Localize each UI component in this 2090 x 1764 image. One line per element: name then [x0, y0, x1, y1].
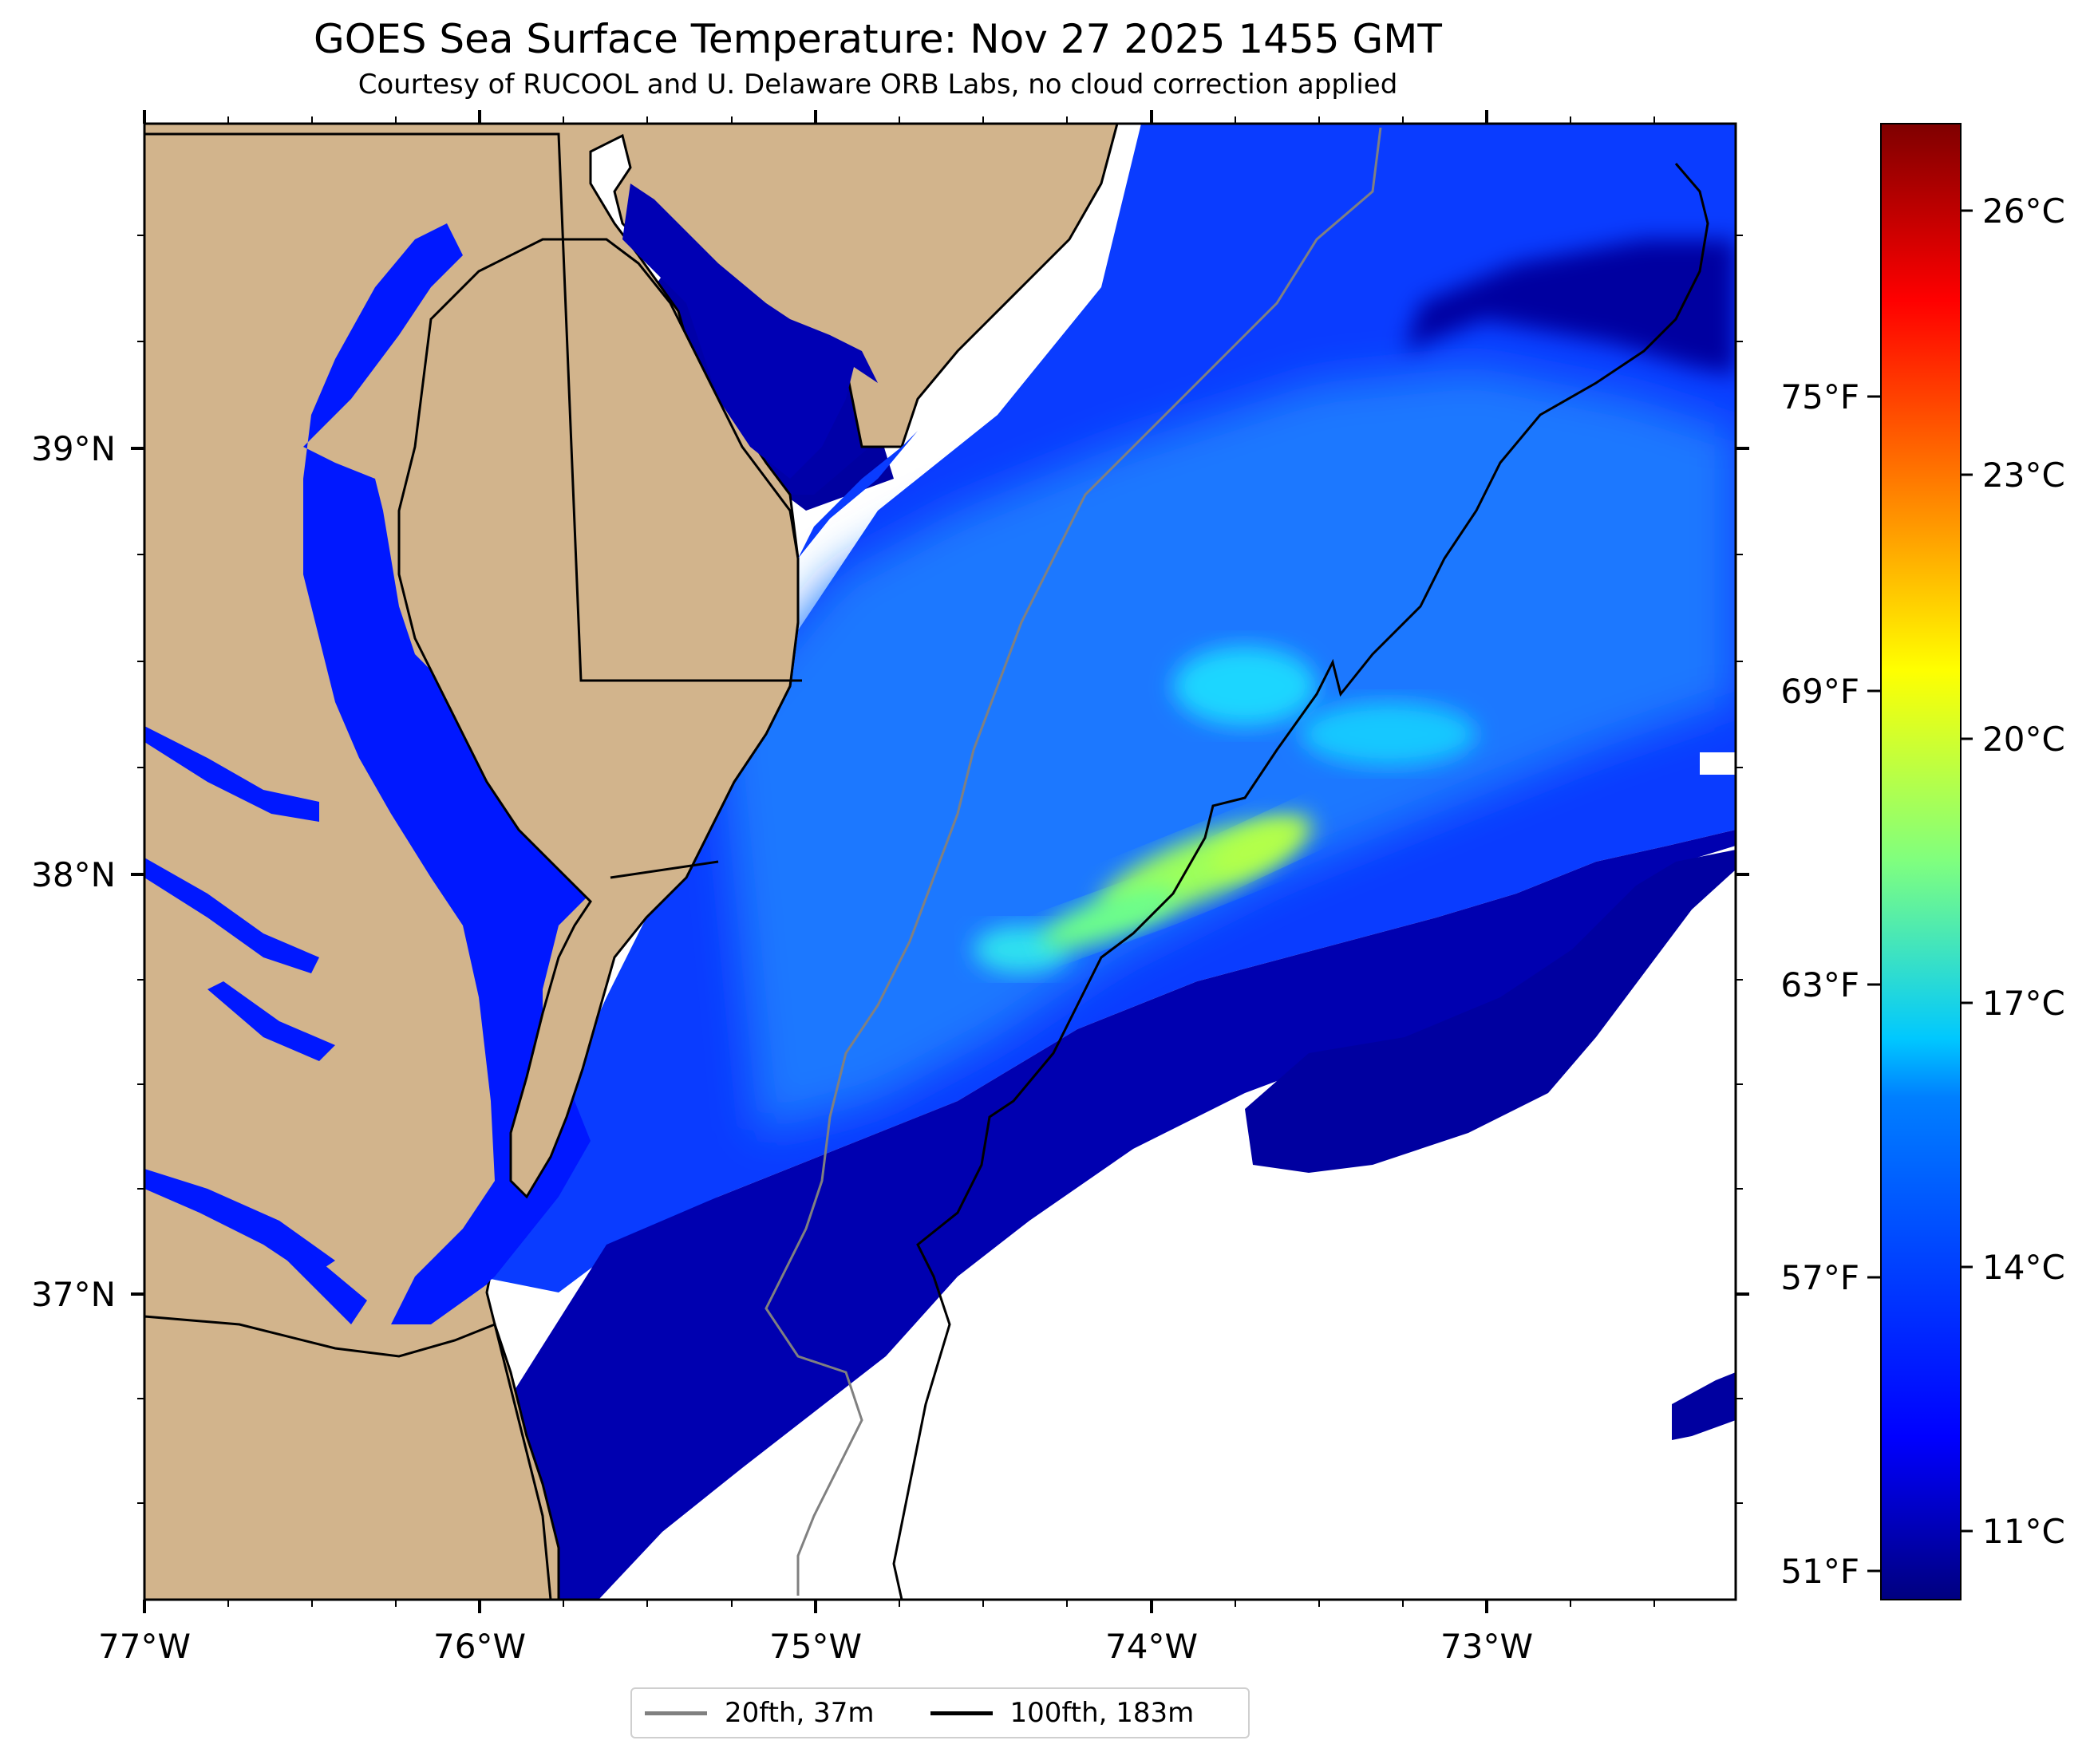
legend-item-100fth: 100fth, 183m [930, 1697, 1195, 1729]
colorbar-tick-label: 14°C [1982, 1248, 2065, 1287]
sst-offshore-cold-band [1245, 850, 1736, 1173]
sst-mid-shelf [718, 367, 1736, 1133]
x-tick-label: 75°W [769, 1627, 862, 1666]
x-tick-label: 77°W [98, 1627, 191, 1666]
x-minor-ticks [227, 116, 1655, 1607]
map-frame [143, 122, 1737, 1601]
delmarva-peninsula [397, 238, 800, 1199]
y-tick-label: 39°N [31, 429, 116, 468]
legend: 20fth, 37m 100fth, 183m [630, 1687, 1250, 1738]
sst-warm-filament [1209, 815, 1313, 876]
state-boundary [610, 860, 719, 879]
tributary [144, 726, 319, 822]
colorbar-tick-label: 17°C [1982, 984, 2065, 1023]
colorbar-tick-label: 26°C [1982, 191, 2065, 231]
delaware-bay-water [622, 184, 878, 479]
chart-subtitle: Courtesy of RUCOOL and U. Delaware ORB L… [358, 69, 1398, 101]
x-tick-label: 74°W [1105, 1627, 1198, 1666]
sst-warm-filament [1041, 886, 1178, 949]
isobath-100fth [892, 163, 1709, 1600]
y-tick-label: 37°N [31, 1275, 116, 1314]
legend-item-20fth: 20fth, 37m [645, 1697, 875, 1729]
colorbar [1880, 123, 1962, 1600]
legend-line-black [930, 1711, 993, 1715]
tributary [271, 1229, 367, 1324]
sst-cyan-patch [1173, 646, 1317, 726]
fahrenheit-tick-label: 57°F [1780, 1258, 1859, 1297]
tributary [144, 858, 319, 973]
sst-cyan-patch [1301, 702, 1476, 766]
fahrenheit-axis: 75°F 69°F 63°F 57°F 51°F [1780, 124, 1882, 1600]
y-tick-label: 38°N [31, 855, 116, 894]
delmarva-coast-water [798, 431, 918, 558]
land-south [144, 1315, 552, 1600]
colorbar-tick-label: 11°C [1982, 1512, 2065, 1551]
sst-white-gap [1700, 752, 1736, 775]
colorbar-tick-label: 20°C [1982, 720, 2065, 759]
legend-label: 20fth, 37m [725, 1697, 875, 1729]
map-field [144, 124, 1736, 1600]
chesapeake-bay-water [303, 223, 591, 1324]
legend-line-gray [645, 1711, 707, 1715]
y-ticks [131, 447, 1749, 1296]
colorbar-tick-label: 23°C [1982, 456, 2065, 495]
state-boundary [144, 132, 802, 682]
tributary [207, 981, 335, 1061]
fahrenheit-tick-label: 63°F [1780, 965, 1859, 1004]
sst-offshore-cold-band [495, 830, 1736, 1600]
sst-isolated-cold-patch [1672, 1372, 1736, 1440]
y-minor-ticks [137, 235, 1743, 1504]
colorbar-ticks [1961, 209, 1973, 1533]
x-ticks [143, 110, 1488, 1613]
legend-label: 100fth, 183m [1009, 1697, 1195, 1729]
fahrenheit-tick-label: 75°F [1780, 377, 1859, 416]
x-tick-label: 76°W [433, 1627, 526, 1666]
x-tick-label: 73°W [1440, 1627, 1533, 1666]
isobath-20fth [764, 127, 1382, 1596]
fahrenheit-tick-label: 51°F [1780, 1552, 1859, 1591]
chart-title: GOES Sea Surface Temperature: Nov 27 202… [314, 16, 1442, 62]
fahrenheit-tick-label: 69°F [1780, 672, 1859, 711]
